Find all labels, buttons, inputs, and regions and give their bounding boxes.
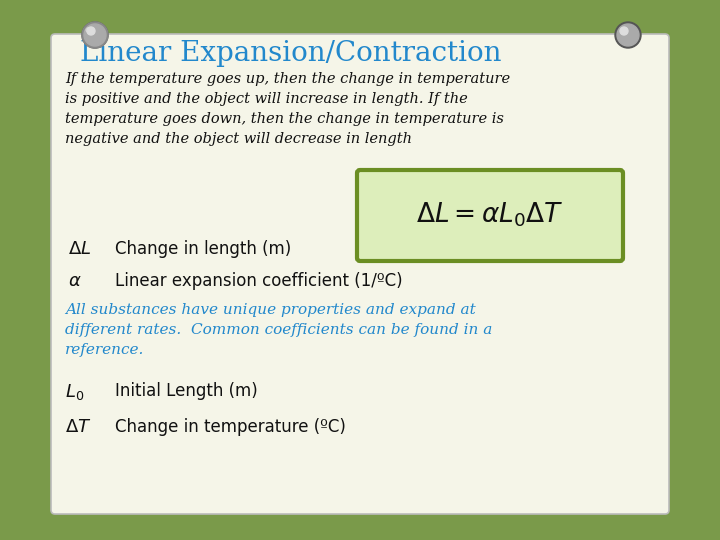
FancyBboxPatch shape: [51, 34, 669, 514]
Text: temperature goes down, then the change in temperature is: temperature goes down, then the change i…: [65, 112, 504, 126]
Text: All substances have unique properties and expand at: All substances have unique properties an…: [65, 303, 476, 317]
Text: Initial Length (m): Initial Length (m): [115, 382, 258, 400]
Text: Linear Expansion/Contraction: Linear Expansion/Contraction: [80, 40, 502, 67]
Circle shape: [617, 24, 639, 46]
Text: If the temperature goes up, then the change in temperature: If the temperature goes up, then the cha…: [65, 72, 510, 86]
Ellipse shape: [86, 28, 94, 32]
Text: is positive and the object will increase in length. If the: is positive and the object will increase…: [65, 92, 468, 106]
Circle shape: [620, 27, 628, 35]
Circle shape: [82, 22, 108, 48]
Text: Linear expansion coefficient (1/ºC): Linear expansion coefficient (1/ºC): [115, 272, 402, 290]
Text: $\alpha$: $\alpha$: [68, 272, 81, 290]
Text: $L_0$: $L_0$: [65, 382, 84, 402]
Text: Change in length (m): Change in length (m): [115, 240, 292, 258]
Text: different rates.  Common coefficients can be found in a: different rates. Common coefficients can…: [65, 323, 492, 337]
Circle shape: [87, 27, 95, 35]
Text: $\Delta L = \alpha L_0 \Delta T$: $\Delta L = \alpha L_0 \Delta T$: [416, 201, 564, 230]
Circle shape: [84, 24, 106, 46]
Text: negative and the object will decrease in length: negative and the object will decrease in…: [65, 132, 412, 146]
Text: $\Delta L$: $\Delta L$: [68, 240, 91, 258]
Text: reference.: reference.: [65, 343, 145, 357]
Text: Change in temperature (ºC): Change in temperature (ºC): [115, 418, 346, 436]
FancyBboxPatch shape: [357, 170, 623, 261]
Circle shape: [615, 22, 641, 48]
Text: $\Delta T$: $\Delta T$: [65, 418, 91, 436]
Circle shape: [82, 22, 108, 48]
